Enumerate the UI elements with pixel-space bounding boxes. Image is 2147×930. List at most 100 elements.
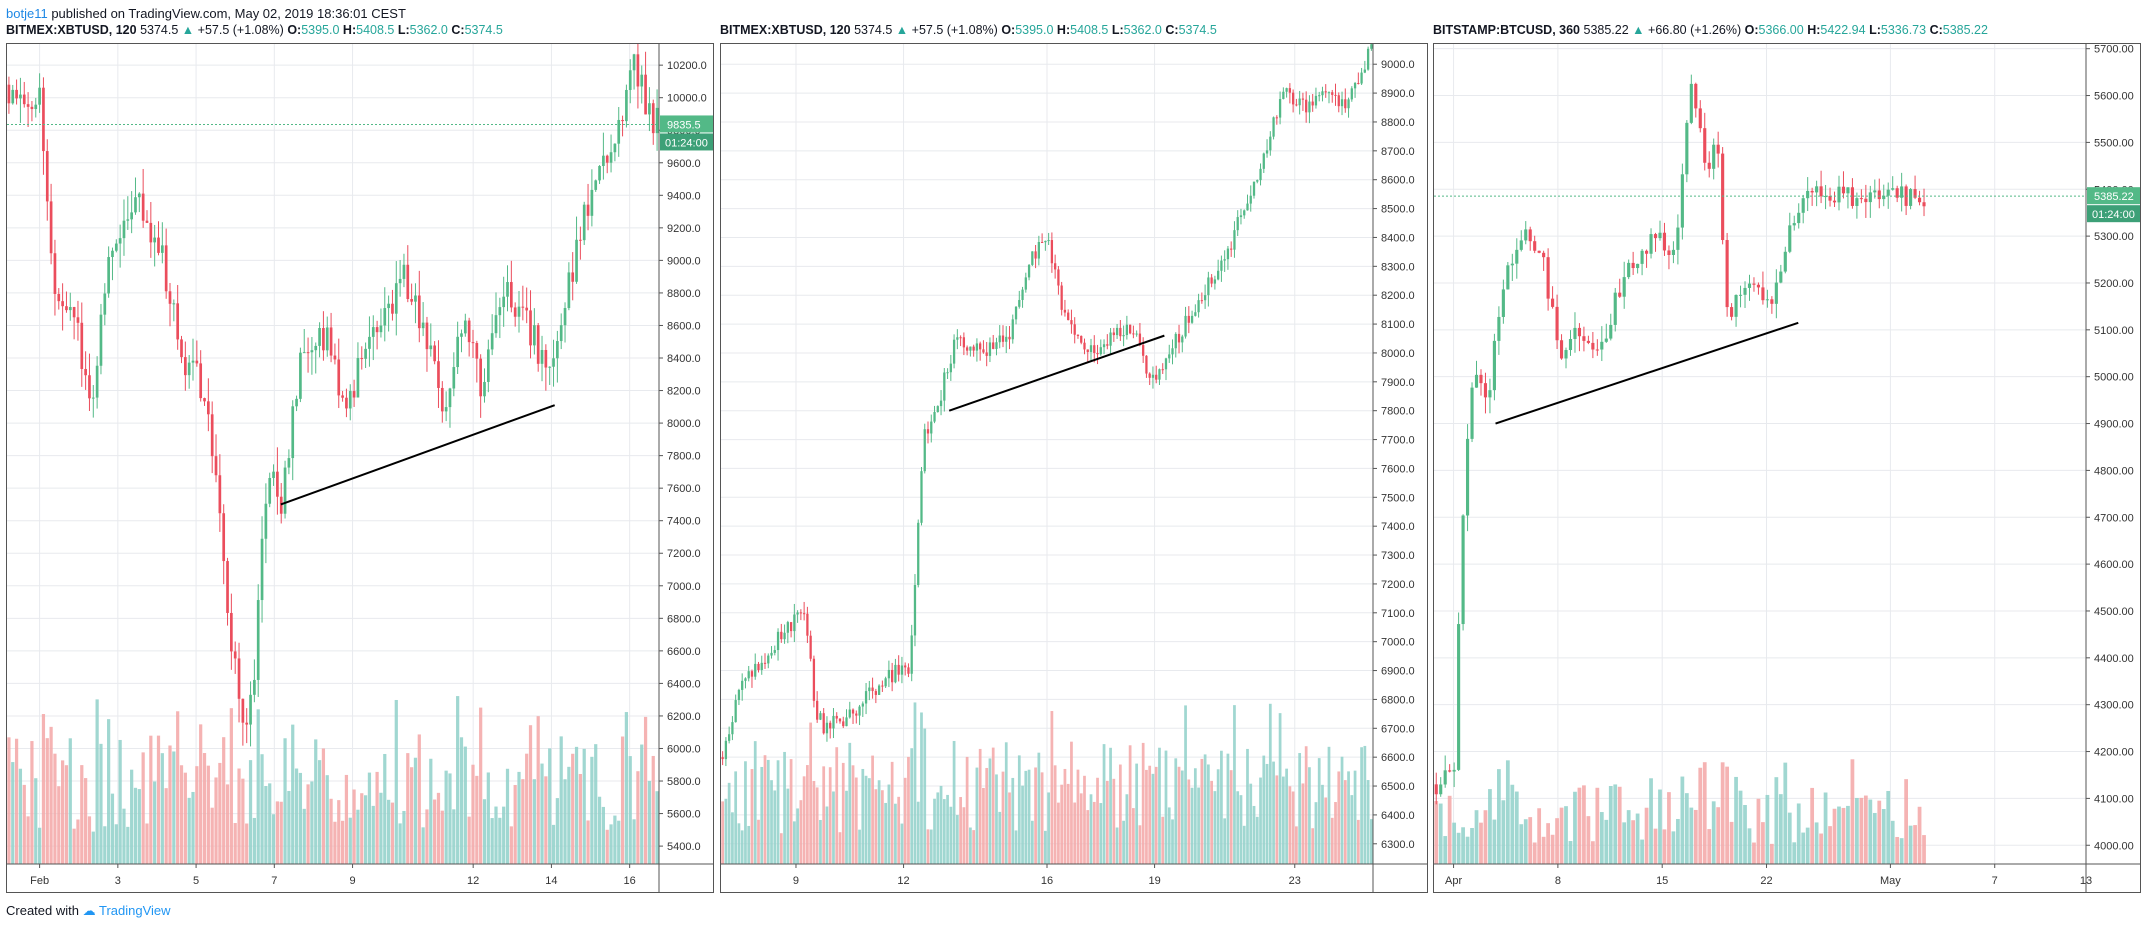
volume-bar (379, 792, 383, 864)
chart-panel-1[interactable]: 10200.010000.09800.09600.09400.09200.090… (6, 43, 714, 893)
candle-body (1725, 240, 1729, 308)
volume-bar (417, 734, 421, 864)
chart-panel-2[interactable]: 9000.0 8900.0 8800.0 8700.0 8600.0 8500.0 8400… (720, 43, 1428, 893)
candle-body (1448, 770, 1452, 772)
volume-bar (864, 775, 868, 864)
volume-bar (126, 826, 130, 864)
volume-bar (1707, 829, 1712, 864)
volume-bar (271, 814, 276, 864)
volume-bars (1434, 759, 1926, 864)
volume-bar (1608, 785, 1613, 864)
candle-body (19, 94, 22, 99)
candle-body (731, 722, 734, 735)
candle-body (1054, 263, 1057, 270)
candle-body (1174, 333, 1177, 349)
volume-bar (540, 763, 544, 864)
y-tick-label: 4600.00 (2094, 559, 2134, 571)
chart-panel-3[interactable]: 5700.005600.005500.005400.005300.005200.… (1433, 43, 2141, 893)
candle-body (724, 740, 728, 760)
candle-body (757, 663, 760, 670)
candle-body (1128, 324, 1132, 334)
candle-body (291, 406, 295, 459)
candle-body (276, 471, 279, 497)
volume-bar (1242, 825, 1246, 864)
candle-body (1249, 195, 1252, 204)
volume-bar (1877, 800, 1882, 864)
y-tick-label: 5700.00 (2094, 44, 2134, 56)
chart-svg[interactable]: 10200.010000.09800.09600.09400.09200.090… (7, 44, 714, 893)
candle-body (1073, 324, 1076, 335)
volume-bar (1819, 833, 1823, 864)
volume-bar (1693, 809, 1698, 864)
candle-body (1106, 344, 1109, 346)
candle-body (1308, 101, 1311, 113)
volume-bar (1118, 764, 1122, 864)
header-h-label: H: (1807, 23, 1821, 37)
candle-body (1246, 203, 1249, 211)
candle-body (95, 365, 99, 398)
candle-body (1591, 342, 1595, 350)
y-tick-label: 10000.0 (667, 93, 707, 105)
candle-body (842, 721, 845, 727)
volume-bar (1138, 825, 1142, 864)
volume-bar (609, 824, 613, 864)
publish-info: botje11 published on TradingView.com, Ma… (6, 5, 406, 23)
volume-bar (1207, 764, 1210, 864)
volume-bar (517, 771, 521, 864)
header-h-label: H: (1056, 23, 1071, 37)
volume-bar (926, 829, 930, 864)
volume-bar (225, 784, 230, 864)
candle-body (1917, 197, 1922, 203)
candle-body (183, 357, 187, 376)
candle-body (979, 343, 982, 350)
candle-body (1080, 335, 1083, 343)
candle-body (230, 612, 233, 652)
volume-bar (822, 766, 826, 864)
volume-bar (490, 818, 494, 864)
volume-bar (861, 768, 865, 864)
author-link[interactable]: botje11 (6, 6, 48, 21)
candle-body (414, 295, 417, 302)
x-tick-label: 5 (193, 875, 199, 887)
volume-bar (1115, 827, 1119, 864)
chart-svg[interactable]: 5700.005600.005500.005400.005300.005200.… (1434, 44, 2141, 893)
volume-bar (99, 743, 103, 864)
candle-body (1086, 349, 1089, 353)
volume-bar (317, 760, 322, 864)
volume-bar (298, 772, 303, 864)
last-price-label: 9835.5 (667, 119, 701, 131)
volume-bar (1017, 755, 1021, 864)
price-axis: 9000.0 8900.0 8800.0 8700.0 8600.0 8500.0 8400… (1373, 59, 1415, 851)
candle-body (1164, 358, 1168, 370)
volume-bar (1577, 787, 1582, 864)
candle-body (1044, 240, 1047, 243)
chart-svg[interactable]: 9000.0 8900.0 8800.0 8700.0 8600.0 8500.0 8400… (721, 44, 1428, 893)
volume-bar (763, 755, 767, 864)
time-axis: 9 12 16 19 23 (793, 864, 1301, 887)
candle-body (548, 366, 552, 368)
volume-bar (463, 746, 467, 864)
candle-body (322, 328, 325, 351)
candle-body (111, 250, 114, 258)
volume-bar (233, 823, 237, 864)
candle-body (1909, 189, 1913, 206)
volume-bar (721, 801, 724, 864)
y-tick-label: 7100.0 (1381, 608, 1415, 620)
candle-body (513, 307, 517, 317)
volume-bar (456, 696, 460, 864)
candle-body (1112, 332, 1115, 336)
volume-bar (1330, 817, 1334, 864)
volume-bar (1846, 805, 1850, 864)
volume-bar (22, 784, 26, 864)
volume-bar (398, 823, 402, 864)
y-tick-label: 5500.00 (2094, 137, 2134, 149)
candle-body (145, 220, 149, 223)
y-tick-label: 6000.0 (667, 743, 701, 755)
candle-body (835, 715, 838, 719)
volume-bar (283, 738, 287, 864)
tradingview-link[interactable]: TradingView (99, 903, 171, 918)
volume-bar (1537, 808, 1542, 864)
y-tick-label: 6200.0 (667, 711, 701, 723)
candle-body (933, 412, 936, 422)
y-tick-label: 8300.0 (1381, 261, 1415, 273)
